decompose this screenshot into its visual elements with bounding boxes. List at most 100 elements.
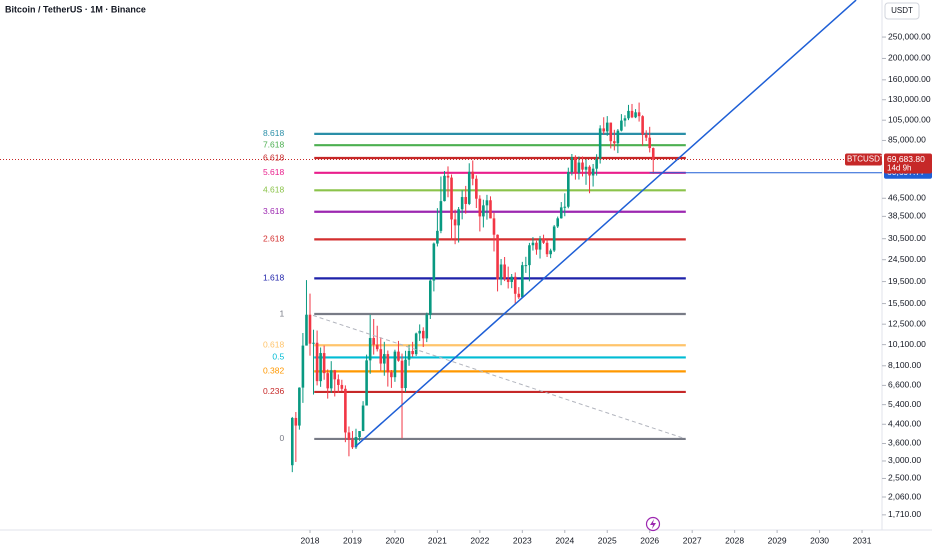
candle-body bbox=[630, 110, 634, 118]
candle-body bbox=[368, 338, 372, 361]
candle-body bbox=[651, 148, 655, 160]
candle-body bbox=[453, 219, 457, 226]
candle-body bbox=[464, 197, 468, 204]
x-tick-label: 2023 bbox=[513, 535, 532, 545]
x-tick-label: 2030 bbox=[810, 535, 829, 545]
candle-body bbox=[485, 200, 489, 206]
candle-body bbox=[351, 439, 354, 448]
candle-body bbox=[602, 128, 606, 132]
x-tick-label: 2022 bbox=[470, 535, 489, 545]
x-tick-label: 2019 bbox=[343, 535, 362, 545]
candle-body bbox=[397, 351, 400, 361]
x-tick-label: 2026 bbox=[640, 535, 659, 545]
x-tick-label: 2028 bbox=[725, 535, 744, 545]
y-tick-label: 30,500.00 bbox=[888, 233, 926, 243]
candle-body bbox=[358, 431, 361, 438]
y-tick-label: 24,500.00 bbox=[888, 254, 926, 264]
candle-body bbox=[605, 122, 609, 132]
candle-body bbox=[637, 112, 641, 117]
candle-body bbox=[347, 432, 351, 440]
candle-body bbox=[439, 201, 443, 231]
currency-label[interactable]: USDT bbox=[891, 6, 913, 15]
candle-body bbox=[428, 280, 432, 315]
last-price-tag bbox=[884, 153, 932, 174]
x-tick-label: 2021 bbox=[428, 535, 447, 545]
candle-body bbox=[634, 112, 637, 118]
candle-body bbox=[567, 172, 570, 207]
x-tick-label: 2027 bbox=[683, 535, 702, 545]
candle-body bbox=[450, 177, 453, 220]
candle-body bbox=[517, 293, 521, 298]
candle-body bbox=[623, 118, 627, 121]
candle-body bbox=[319, 353, 322, 382]
candle-body bbox=[620, 120, 623, 131]
candle-body bbox=[298, 387, 301, 426]
candle-body bbox=[467, 171, 471, 204]
candle-body bbox=[375, 344, 379, 350]
symbol-label: BTCUSDT bbox=[847, 155, 885, 164]
candle-body bbox=[510, 276, 514, 282]
x-tick-label: 2031 bbox=[853, 535, 872, 545]
candle-body bbox=[574, 157, 577, 173]
candle-body bbox=[506, 278, 510, 282]
x-tick-label: 2024 bbox=[555, 535, 574, 545]
candle-body bbox=[407, 350, 411, 360]
candle-body bbox=[329, 370, 333, 389]
candle-body bbox=[538, 238, 542, 250]
candle-body bbox=[521, 265, 524, 298]
candle-body bbox=[503, 264, 506, 279]
candle-body bbox=[308, 314, 312, 344]
candle-body bbox=[312, 342, 315, 344]
candle-body bbox=[411, 350, 414, 355]
currency-button[interactable] bbox=[884, 2, 920, 20]
y-tick-label: 3,000.00 bbox=[888, 455, 921, 465]
x-tick-label: 2018 bbox=[301, 535, 320, 545]
y-tick-label: 85,000.00 bbox=[888, 135, 926, 145]
candle-body bbox=[478, 198, 482, 217]
candle-body bbox=[627, 110, 630, 119]
candle-body bbox=[482, 205, 485, 217]
candle-body bbox=[588, 166, 591, 176]
y-tick-label: 19,500.00 bbox=[888, 276, 926, 286]
candle-body bbox=[404, 359, 407, 389]
candle-body bbox=[570, 157, 574, 173]
candle-body bbox=[436, 230, 439, 244]
candle-body bbox=[524, 265, 528, 267]
candle-body bbox=[393, 351, 397, 378]
candle-body bbox=[595, 158, 598, 169]
dashed-line bbox=[312, 314, 686, 440]
candle-body bbox=[460, 197, 464, 210]
candle-body bbox=[354, 437, 358, 448]
events-bolt bbox=[650, 519, 656, 529]
candle-body bbox=[563, 206, 567, 208]
fib-label: 8.618 bbox=[263, 128, 285, 138]
plot: 1,710.00 2,060.00 2,500.00 3,000.00 3,600.00… bbox=[263, 31, 931, 545]
fib-label: 6.618 bbox=[263, 152, 285, 162]
candle-body bbox=[499, 264, 503, 280]
candle-body bbox=[531, 242, 535, 246]
candle-body bbox=[432, 243, 436, 281]
candle-body bbox=[337, 379, 340, 385]
y-tick-label: 4,400.00 bbox=[888, 419, 921, 429]
candle-body bbox=[301, 345, 305, 388]
candle-body bbox=[414, 333, 418, 355]
y-tick-label: 130,000.00 bbox=[888, 94, 931, 104]
x-tick-label: 2025 bbox=[598, 535, 617, 545]
candle-body bbox=[556, 218, 559, 227]
fib-label: 0.382 bbox=[263, 366, 285, 376]
candle-body bbox=[425, 314, 429, 339]
fib-label: 5.618 bbox=[263, 167, 285, 177]
y-tick-label: 105,000.00 bbox=[888, 114, 931, 124]
candle-body bbox=[344, 388, 347, 433]
fib-label: 1 bbox=[280, 308, 285, 318]
candle-body bbox=[591, 168, 595, 176]
y-tick-label: 2,060.00 bbox=[888, 491, 921, 501]
y-tick-label: 6,600.00 bbox=[888, 380, 921, 390]
candle-body bbox=[528, 245, 531, 266]
y-tick-label: 15,500.00 bbox=[888, 298, 926, 308]
candle-body bbox=[322, 353, 326, 374]
trendline bbox=[354, 0, 857, 448]
x-tick-label: 2029 bbox=[768, 535, 787, 545]
